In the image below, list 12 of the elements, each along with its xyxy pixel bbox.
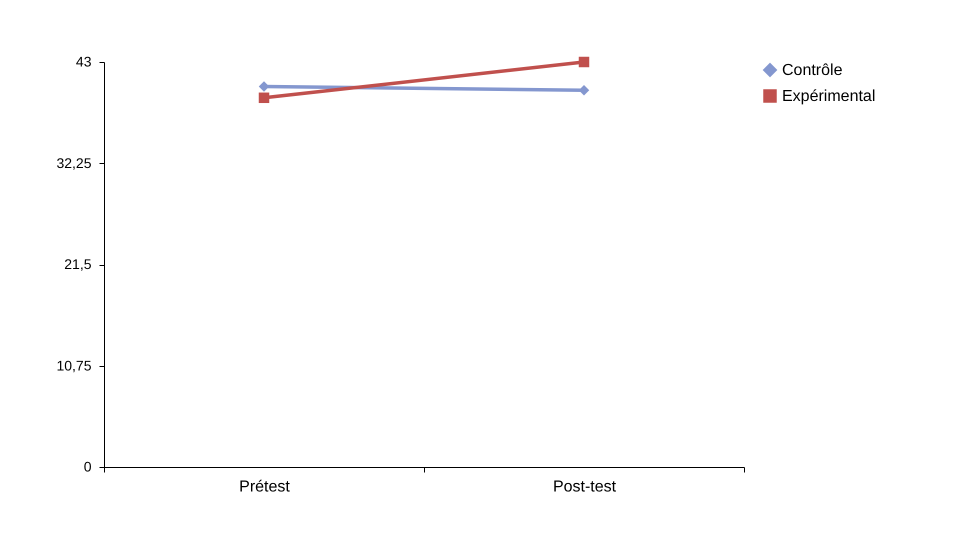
y-tick-label: 10,75 — [56, 357, 92, 374]
point — [258, 81, 270, 92]
y-tick-label: 21,5 — [64, 256, 92, 272]
y-tick-label: 32,25 — [56, 154, 92, 171]
y-tick-label: 0 — [84, 458, 92, 474]
x-tick-label: Prétest — [239, 478, 290, 496]
point — [258, 92, 270, 104]
point — [578, 56, 590, 68]
x-tick-label: Post-test — [552, 478, 617, 496]
y-tick-label: 43 — [76, 54, 92, 70]
legend-label: Expérimental — [782, 88, 876, 105]
legend-label: Contrôle — [782, 62, 843, 79]
